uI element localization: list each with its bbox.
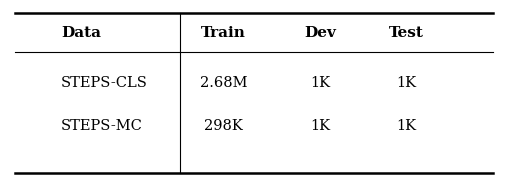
Text: STEPS-MC: STEPS-MC xyxy=(61,119,143,134)
Text: 1K: 1K xyxy=(310,119,330,134)
Text: 298K: 298K xyxy=(204,119,243,134)
Text: 1K: 1K xyxy=(396,119,417,134)
Text: Dev: Dev xyxy=(304,25,336,40)
Text: Test: Test xyxy=(389,25,424,40)
Text: Data: Data xyxy=(61,25,101,40)
Text: 2.68M: 2.68M xyxy=(200,76,247,90)
Text: Train: Train xyxy=(201,25,246,40)
Text: 1K: 1K xyxy=(396,76,417,90)
Text: STEPS-CLS: STEPS-CLS xyxy=(61,76,148,90)
Text: 1K: 1K xyxy=(310,76,330,90)
